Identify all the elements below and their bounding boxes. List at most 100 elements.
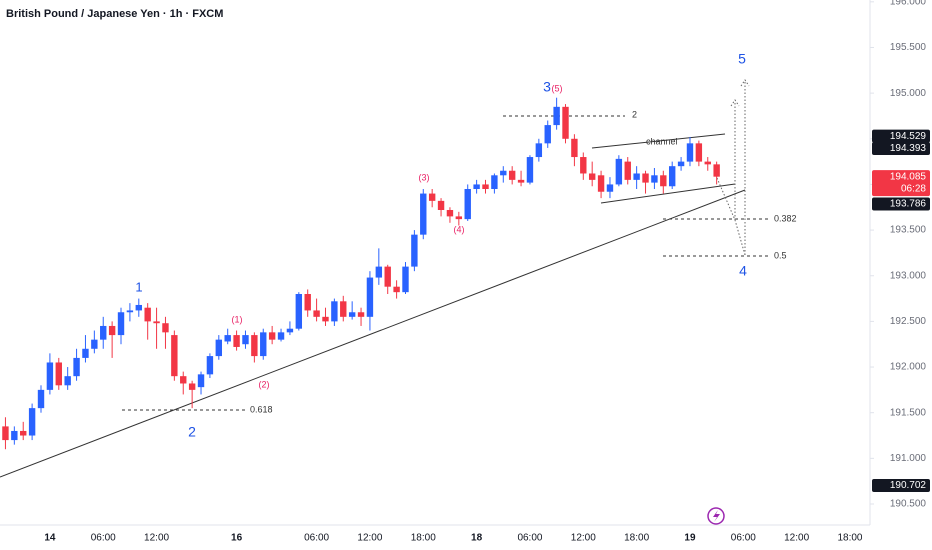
candle-body: [446, 210, 454, 217]
price-label: 190.702: [890, 480, 927, 491]
x-tick-label: 06:00: [731, 533, 756, 544]
wave-label: 1: [135, 279, 142, 294]
channel-line: [591, 133, 726, 149]
fib-label: 0.5: [774, 250, 787, 260]
subwave-label: (3): [419, 172, 430, 182]
x-tick-label: 06:00: [517, 533, 542, 544]
candle-body: [28, 408, 36, 436]
candle-body: [375, 266, 383, 278]
candle-body: [597, 175, 605, 192]
price-label-box: [872, 197, 930, 211]
candle-body: [313, 310, 320, 317]
candle-body: [295, 294, 303, 329]
price-label: 193.786: [890, 199, 927, 210]
channel-label: channel: [646, 136, 678, 146]
candle-body: [455, 216, 463, 220]
candle-body: [197, 374, 205, 388]
candle-body: [473, 184, 480, 189]
y-tick-label: 193.500: [890, 225, 927, 236]
candle-body: [11, 430, 18, 441]
candle-body: [46, 362, 54, 390]
arrow-head: [740, 79, 750, 87]
fib-label: 0.618: [250, 404, 273, 414]
countdown: 06:28: [901, 183, 926, 194]
candle-body: [615, 158, 623, 185]
wave-label: 3: [543, 79, 551, 95]
candle-body: [553, 106, 560, 126]
candle-body: [464, 189, 471, 220]
candle-body: [500, 170, 507, 176]
event-icon[interactable]: [707, 507, 725, 525]
candle-body: [100, 325, 107, 340]
candle-body: [82, 348, 89, 358]
candle-body: [37, 389, 45, 409]
x-tick-label: 12:00: [144, 533, 169, 544]
candle-body: [393, 286, 400, 293]
candle-body: [135, 304, 142, 311]
candle-body: [704, 161, 711, 165]
y-tick-label: 190.500: [890, 499, 927, 510]
candle-body: [304, 294, 311, 311]
candle-body: [108, 325, 116, 336]
candle-body: [322, 316, 329, 322]
x-tick-label: 12:00: [571, 533, 596, 544]
candle-body: [91, 339, 98, 349]
candle-body: [224, 335, 231, 342]
arrow-head: [730, 99, 740, 107]
candle-body: [535, 143, 543, 158]
candle-body: [64, 376, 71, 386]
candle-body: [606, 184, 614, 192]
candle-body: [402, 266, 409, 293]
price-label: 194.529: [890, 131, 927, 142]
y-tick-label: 195.000: [890, 88, 927, 99]
candle-body: [126, 310, 134, 313]
candle-body: [348, 312, 356, 317]
event-icon-bolt: [713, 510, 720, 522]
candle-body: [242, 335, 249, 345]
candle-body: [144, 307, 151, 322]
candle-body: [411, 234, 418, 267]
candle-body: [544, 125, 551, 144]
candle-body: [260, 332, 267, 357]
x-tick-label: 16: [231, 533, 243, 544]
candle-body: [2, 426, 9, 441]
candle-body: [660, 175, 667, 187]
candle-body: [180, 376, 187, 384]
candle-body: [633, 173, 640, 180]
subwave-label: (1): [232, 314, 243, 324]
candle-body: [55, 362, 62, 386]
price-label-box: [872, 142, 930, 156]
candle-body: [268, 332, 276, 340]
y-tick-label: 196.000: [890, 0, 927, 7]
y-tick-label: 192.500: [890, 316, 927, 327]
candle-body: [277, 332, 285, 340]
candle-body: [286, 328, 294, 333]
candle-body: [588, 173, 596, 180]
x-tick-label: 12:00: [784, 533, 809, 544]
candle-body: [188, 383, 196, 390]
x-tick-label: 06:00: [304, 533, 329, 544]
candle-body: [233, 335, 240, 347]
candle-body: [668, 166, 676, 187]
y-tick-label: 193.000: [890, 270, 927, 281]
candle-body: [340, 301, 347, 317]
candle-body: [206, 356, 214, 375]
x-tick-label: 14: [44, 533, 56, 544]
candle-body: [562, 106, 569, 139]
x-tick-label: 18:00: [411, 533, 436, 544]
candle-body: [517, 179, 525, 183]
candle-body: [153, 321, 160, 324]
x-tick-label: 18:00: [837, 533, 862, 544]
candles: [2, 97, 720, 450]
price-label: 194.085: [890, 171, 927, 182]
candle-body: [384, 266, 391, 287]
price-label-box: [872, 129, 930, 143]
candle-body: [117, 312, 125, 336]
candle-body: [437, 200, 445, 210]
candle-body: [215, 339, 223, 357]
fib-label: 2: [632, 109, 637, 119]
x-tick-label: 12:00: [357, 533, 382, 544]
candle-body: [420, 193, 427, 235]
candle-body: [491, 175, 498, 189]
